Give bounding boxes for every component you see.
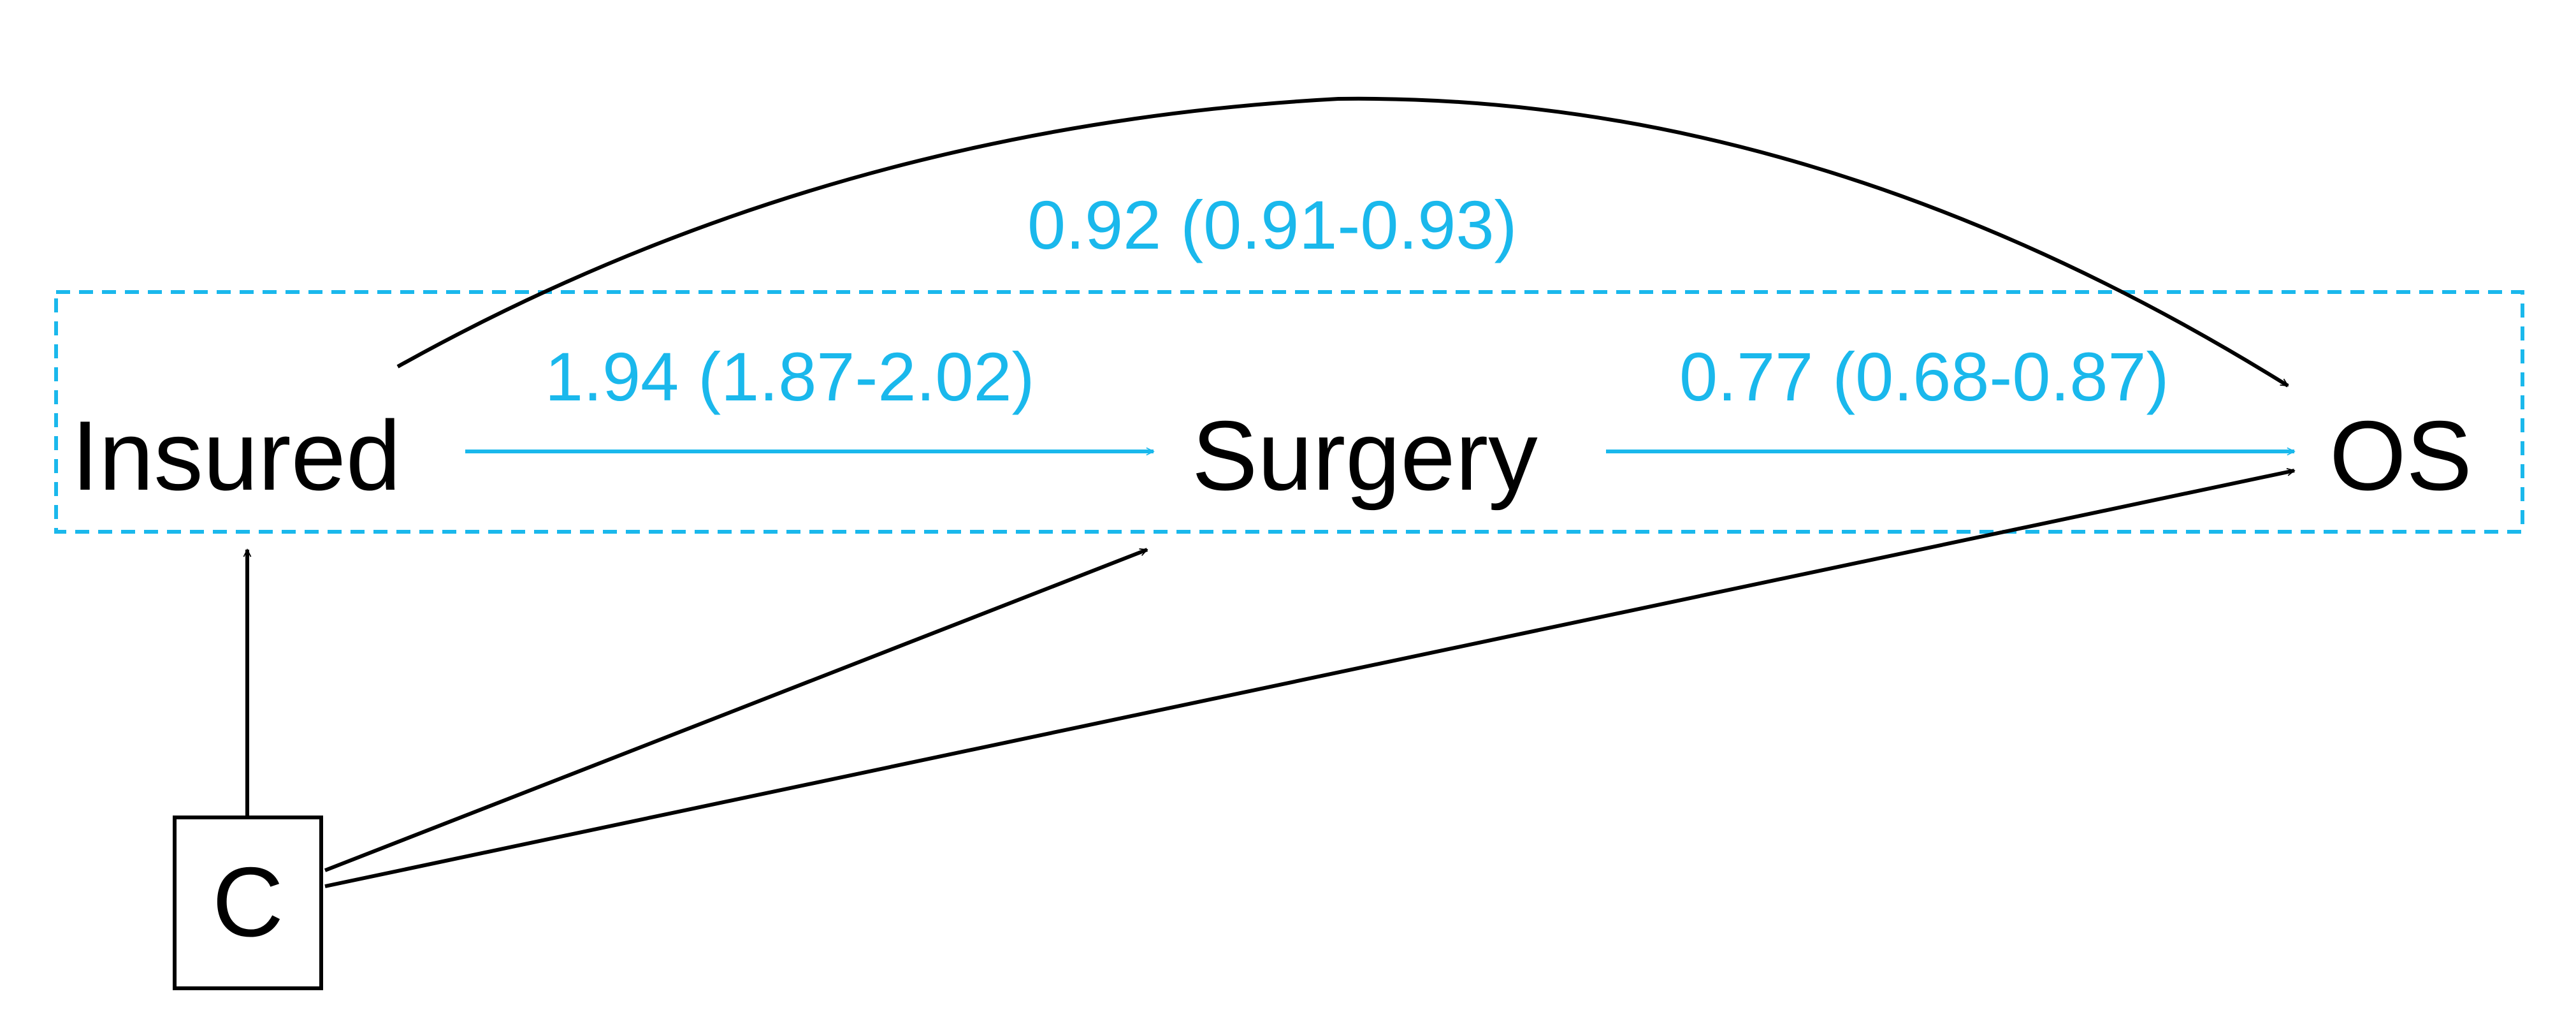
confounder-box	[173, 816, 323, 990]
node-os: OS	[2329, 400, 2472, 511]
edge-insured-to-os	[396, 96, 2288, 388]
edge-c-to-surgery	[324, 548, 1147, 872]
estimate-insured-os: 0.92 (0.91-0.93)	[1027, 186, 1517, 263]
node-confounder: C	[212, 847, 284, 957]
estimate-insured-surgery: 1.94 (1.87-2.02)	[545, 338, 1035, 415]
node-insured: Insured	[71, 400, 401, 511]
edge-c-to-os	[324, 471, 2294, 888]
node-surgery: Surgery	[1192, 400, 1538, 511]
estimate-surgery-os: 0.77 (0.68-0.87)	[1679, 338, 2169, 415]
